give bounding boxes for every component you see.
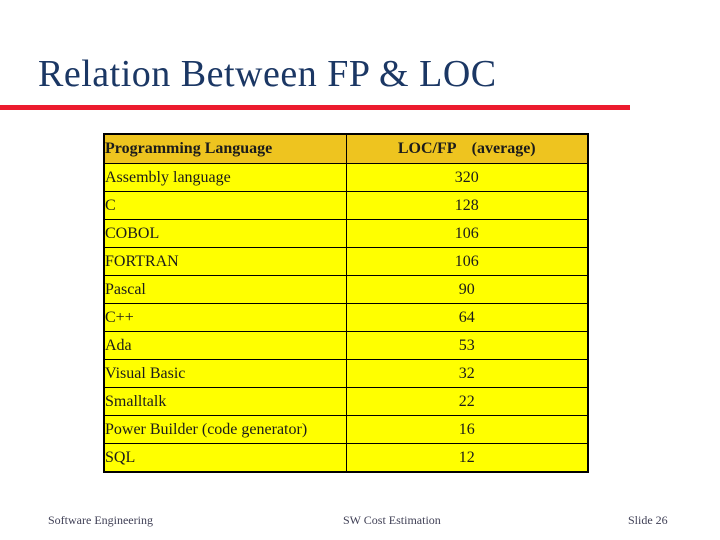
- locfp-cell: 16: [345, 415, 589, 444]
- locfp-cell: 320: [345, 163, 589, 192]
- table-row: FORTRAN 106: [103, 247, 589, 276]
- language-cell: COBOL: [103, 219, 347, 248]
- table-row: Power Builder (code generator) 16: [103, 415, 589, 444]
- language-cell: Ada: [103, 331, 347, 360]
- locfp-cell: 22: [345, 387, 589, 416]
- language-cell: Power Builder (code generator): [103, 415, 347, 444]
- footer-topic-name: SW Cost Estimation: [343, 513, 441, 527]
- slide-title: Relation Between FP & LOC: [38, 53, 497, 95]
- table-row: COBOL 106: [103, 219, 589, 248]
- language-cell: C: [103, 191, 347, 220]
- language-cell: FORTRAN: [103, 247, 347, 276]
- table-row: Assembly language 320: [103, 163, 589, 192]
- table-header-row: Programming Language LOC/FP (average): [103, 133, 589, 164]
- locfp-cell: 53: [345, 331, 589, 360]
- table-row: C 128: [103, 191, 589, 220]
- table-row: Smalltalk 22: [103, 387, 589, 416]
- language-cell: SQL: [103, 443, 347, 473]
- locfp-cell: 90: [345, 275, 589, 304]
- column-header-locfp: LOC/FP (average): [345, 133, 589, 164]
- footer-course-name: Software Engineering: [48, 513, 153, 527]
- language-cell: Pascal: [103, 275, 347, 304]
- column-header-language: Programming Language: [103, 133, 347, 164]
- table-row: Pascal 90: [103, 275, 589, 304]
- language-cell: Assembly language: [103, 163, 347, 192]
- loc-fp-table: Programming Language LOC/FP (average) As…: [103, 133, 589, 473]
- table-row: Ada 53: [103, 331, 589, 360]
- table-row: C++ 64: [103, 303, 589, 332]
- language-cell: Visual Basic: [103, 359, 347, 388]
- language-cell: C++: [103, 303, 347, 332]
- table-body: Assembly language 320 C 128 COBOL 106 FORTRAN 1…: [103, 163, 589, 473]
- locfp-cell: 106: [345, 247, 589, 276]
- locfp-cell: 12: [345, 443, 589, 473]
- title-underline: [0, 105, 630, 110]
- table-row: Visual Basic 32: [103, 359, 589, 388]
- locfp-cell: 64: [345, 303, 589, 332]
- locfp-cell: 128: [345, 191, 589, 220]
- language-cell: Smalltalk: [103, 387, 347, 416]
- locfp-cell: 106: [345, 219, 589, 248]
- locfp-cell: 32: [345, 359, 589, 388]
- footer-slide-number: Slide 26: [628, 513, 668, 527]
- table-row: SQL 12: [103, 443, 589, 473]
